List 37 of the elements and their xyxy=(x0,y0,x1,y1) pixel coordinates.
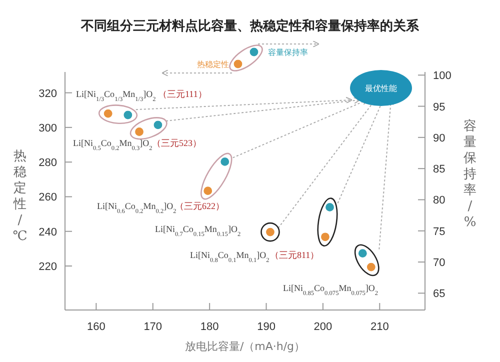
y-tick-label: 300 xyxy=(38,122,57,134)
y2-tick-label: 75 xyxy=(433,226,446,238)
annotation: （三元523） xyxy=(152,138,202,148)
y-tick-label: 240 xyxy=(38,226,57,238)
annotation: Li[Ni$_{0.6}$Co$_{0.2}$Mn$_{0.2}$]O$_{2}$ xyxy=(97,201,176,214)
annotation: （三元111） xyxy=(158,89,207,99)
y2-tick-label: 90 xyxy=(433,132,446,144)
annotation: Li[Ni$_{0.5}$Co$_{0.2}$Mn$_{0.3}$]O$_{2}$ xyxy=(73,138,152,152)
y-tick-label: 220 xyxy=(38,261,57,274)
x-tick-label: 190 xyxy=(257,321,276,333)
y-tick-label: 320 xyxy=(38,88,57,100)
y2-tick-label: 85 xyxy=(433,164,446,176)
annotation: Li[Ni$_{1/3}$Co$_{1/3}$Mn$_{1/3}$]O$_{2}$ xyxy=(76,89,156,102)
legend-label: 容量保持率 xyxy=(268,48,308,57)
annotation: （三元811） xyxy=(270,250,320,260)
x-axis-title: 放电比容量/（mA·h/g） xyxy=(184,340,306,353)
x-tick-label: 170 xyxy=(144,321,162,333)
y2-tick-label: 95 xyxy=(433,101,446,114)
annotation: Li[Ni$_{0.8}$Co$_{0.1}$Mn$_{0.1}$]O$_{2}$ xyxy=(190,250,270,264)
y2-tick-label: 70 xyxy=(433,257,446,270)
x-tick-label: 210 xyxy=(370,321,389,333)
annotation: 最优性能 xyxy=(365,84,397,93)
annotation: （三元622） xyxy=(175,201,224,211)
y2-tick-label: 80 xyxy=(433,194,446,207)
y2-axis-title: 容量保持率/% xyxy=(464,118,476,230)
x-tick-label: 160 xyxy=(87,321,106,333)
text: 热稳定性 xyxy=(197,60,229,69)
x-tick-label: 200 xyxy=(314,321,332,333)
chart-title: 不同组分三元材料点比容量、热稳定性和容量保持率的关系 xyxy=(80,18,420,34)
y-axis-title: 热稳定性/℃ xyxy=(12,149,28,244)
y-tick-label: 260 xyxy=(38,192,57,204)
y-tick-label: 280 xyxy=(38,157,57,170)
x-tick-label: 180 xyxy=(200,321,219,333)
y2-tick-label: 100 xyxy=(433,70,452,82)
y2-tick-label: 65 xyxy=(433,288,446,300)
annotation: Li[Ni$_{0.7}$Co$_{0.15}$Mn$_{0.15}$]O$_{2}$ xyxy=(155,224,241,238)
annotation: Li[Ni$_{0.85}$Co$_{0.075}$Mn$_{0.075}$]O$_{2}$ xyxy=(283,283,378,296)
